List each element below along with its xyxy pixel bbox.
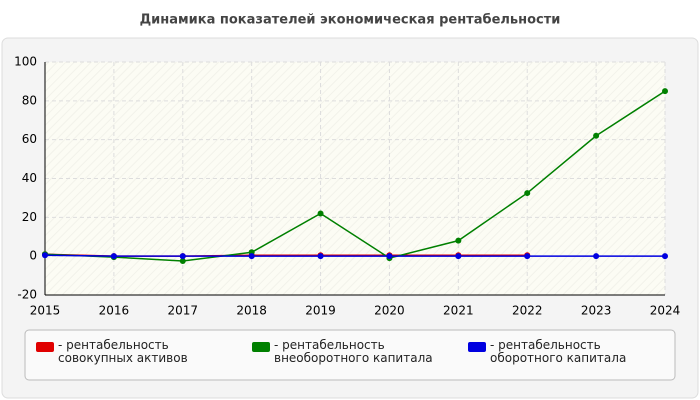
- legend-label: - рентабельность внеоборотного капитала: [274, 338, 433, 365]
- y-tick-label: 60: [22, 132, 37, 146]
- x-tick-label: 2022: [512, 304, 543, 318]
- x-tick-label: 2015: [30, 304, 61, 318]
- legend-item[interactable]: - рентабельность оборотного капитала: [458, 331, 674, 379]
- point: [593, 132, 600, 139]
- legend-item[interactable]: - рентабельность внеоборотного капитала: [242, 331, 458, 379]
- point: [524, 190, 531, 197]
- legend-label: - рентабельность оборотного капитала: [490, 338, 627, 365]
- point: [386, 253, 393, 260]
- legend-box: [24, 329, 676, 381]
- y-tick-label: 20: [22, 210, 37, 224]
- legend-swatch: [252, 342, 270, 352]
- point: [317, 253, 324, 260]
- point: [317, 210, 324, 217]
- point: [248, 253, 255, 260]
- y-tick-label: -20: [17, 288, 37, 302]
- series-line: [44, 254, 665, 257]
- legend-swatch: [36, 342, 54, 352]
- point: [662, 253, 668, 260]
- legend-label: - рентабельность совокупных активов: [58, 338, 188, 365]
- series-line: [44, 90, 666, 262]
- y-tick-label: 80: [22, 93, 37, 107]
- x-tick-label: 2024: [650, 304, 681, 318]
- point: [42, 252, 48, 259]
- x-tick-label: 2018: [236, 304, 267, 318]
- y-tick-label: 100: [14, 55, 37, 69]
- point: [455, 237, 462, 244]
- point: [662, 88, 668, 95]
- point: [593, 253, 600, 260]
- x-tick-label: 2023: [581, 304, 612, 318]
- point: [455, 253, 462, 260]
- y-tick-label: 0: [29, 249, 37, 263]
- chart-title: Динамика показателей экономическая рента…: [140, 13, 561, 28]
- x-tick-label: 2019: [305, 304, 336, 318]
- x-tick-label: 2021: [443, 304, 474, 318]
- x-tick-label: 2016: [99, 304, 130, 318]
- legend-swatch: [468, 342, 486, 352]
- legend: - рентабельность совокупных активов - рен…: [26, 331, 674, 379]
- x-tick-label: 2017: [168, 304, 199, 318]
- point: [179, 253, 186, 260]
- point: [524, 253, 531, 260]
- point: [179, 258, 186, 265]
- x-tick-label: 2020: [374, 304, 405, 318]
- legend-item[interactable]: - рентабельность совокупных активов: [26, 331, 242, 379]
- point: [110, 253, 117, 260]
- y-tick-label: 40: [22, 171, 37, 185]
